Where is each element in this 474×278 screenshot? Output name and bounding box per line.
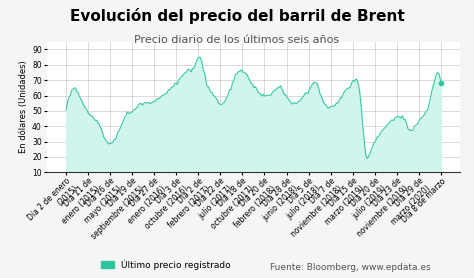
Text: Precio diario de los últimos seis años: Precio diario de los últimos seis años (135, 35, 339, 45)
Text: Evolución del precio del barril de Brent: Evolución del precio del barril de Brent (70, 8, 404, 24)
Legend: Último precio registrado: Último precio registrado (97, 256, 235, 274)
Text: Fuente: Bloomberg, www.epdata.es: Fuente: Bloomberg, www.epdata.es (270, 264, 431, 272)
Y-axis label: En dólares (Unidades): En dólares (Unidades) (19, 61, 28, 153)
